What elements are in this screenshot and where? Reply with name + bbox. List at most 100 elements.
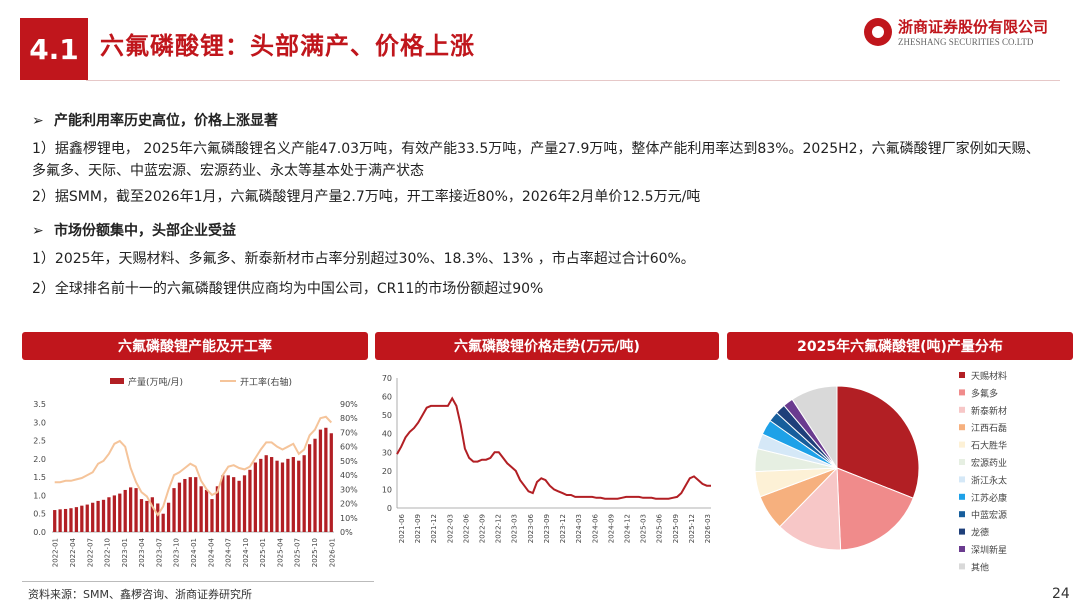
production-bar xyxy=(183,478,187,532)
production-share-pie-chart: 天赐材料多氟多新泰新材江西石磊石大胜华宏源药业浙江永太江苏必康中蓝宏源龙德深圳新… xyxy=(754,370,1007,573)
production-bar xyxy=(215,486,220,532)
production-bar xyxy=(166,502,171,532)
x-axis-tick-label: 2025-03 xyxy=(640,514,648,543)
left-axis-tick-label: 0.0 xyxy=(33,528,46,537)
page-number: 24 xyxy=(1052,586,1070,602)
legend-swatch xyxy=(959,424,965,431)
section-number: 4.1 xyxy=(29,32,79,66)
y-axis-tick-label: 70 xyxy=(382,374,392,383)
production-bar xyxy=(329,433,333,532)
paragraph-3: 1）2025年，天赐材料、多氟多、新泰新材市占率分别超过30%、18.3%、13… xyxy=(32,251,695,267)
left-axis-tick-label: 1.5 xyxy=(33,473,46,482)
x-axis-tick-label: 2025-10 xyxy=(311,538,319,567)
production-bar xyxy=(161,513,165,532)
production-bar xyxy=(112,495,116,532)
legend-label-rate: 开工率(右轴) xyxy=(240,376,292,388)
pie-slice xyxy=(836,385,920,499)
production-bar xyxy=(242,475,247,532)
production-bar xyxy=(91,502,95,532)
left-axis-tick-label: 3.5 xyxy=(33,400,46,409)
legend-label: 龙德 xyxy=(971,527,989,539)
production-bar xyxy=(221,475,225,532)
legend-swatch-production xyxy=(110,378,124,384)
legend-label: 多氟多 xyxy=(971,387,998,399)
x-axis-tick-label: 2025-12 xyxy=(688,514,696,543)
legend-swatch xyxy=(959,511,965,518)
x-axis-tick-label: 2021-06 xyxy=(398,513,406,543)
production-bar xyxy=(101,499,106,532)
left-axis-tick-label: 2.0 xyxy=(33,455,46,464)
x-axis-tick-label: 2022-06 xyxy=(462,513,470,543)
chart2-title-bar: 六氟磷酸锂价格走势(万元/吨) xyxy=(375,332,719,360)
chart3-title-bar: 2025年六氟磷酸锂(吨)产量分布 xyxy=(727,332,1073,360)
production-bar xyxy=(80,505,84,532)
y-axis-tick-label: 30 xyxy=(382,448,392,457)
footer-divider xyxy=(22,581,374,582)
production-bar xyxy=(237,480,241,532)
legend-label: 中蓝宏源 xyxy=(971,509,1007,521)
legend-label: 天赐材料 xyxy=(971,370,1007,382)
x-axis-tick-label: 2022-01 xyxy=(52,538,60,567)
x-axis-tick-label: 2024-01 xyxy=(190,538,198,567)
left-axis-tick-label: 0.5 xyxy=(33,510,46,519)
section-number-box: 4.1 xyxy=(20,18,88,80)
legend-swatch xyxy=(959,476,965,483)
x-axis-tick-label: 2024-07 xyxy=(225,538,233,567)
production-bar xyxy=(145,500,149,532)
legend-label: 江苏必康 xyxy=(971,492,1007,504)
production-bar xyxy=(210,499,214,532)
legend-label: 江西石磊 xyxy=(971,423,1007,434)
source-note: 资料来源：SMM、鑫椤咨询、浙商证券研究所 xyxy=(28,588,252,601)
y-axis-tick-label: 40 xyxy=(382,430,392,439)
logo-mark-icon xyxy=(864,18,892,46)
production-bar xyxy=(226,475,230,532)
legend-swatch xyxy=(959,528,965,535)
x-axis-tick-label: 2024-06 xyxy=(591,513,599,543)
production-bar xyxy=(156,503,160,532)
production-bar xyxy=(270,457,274,532)
x-axis-tick-label: 2026-01 xyxy=(328,538,336,567)
x-axis-tick-label: 2022-09 xyxy=(479,514,487,543)
x-axis-tick-label: 2023-12 xyxy=(559,514,567,543)
production-bar xyxy=(324,427,328,532)
legend-label: 浙江永太 xyxy=(971,474,1007,486)
y-axis-tick-label: 50 xyxy=(382,411,392,420)
production-bar xyxy=(264,455,268,532)
bullet-heading-1: ➢ 产能利用率历史高位，价格上涨显著 xyxy=(32,110,278,130)
right-axis-tick-label: 70% xyxy=(340,428,358,437)
right-axis-tick-label: 60% xyxy=(340,443,358,452)
production-bar xyxy=(85,504,89,532)
legend-swatch xyxy=(959,563,965,570)
legend-label: 新泰新材 xyxy=(971,405,1007,417)
legend-label-production: 产量(万吨/月) xyxy=(128,376,183,388)
bullet-heading-2: ➢ 市场份额集中，头部企业受益 xyxy=(32,220,236,240)
production-bar xyxy=(177,482,182,532)
bullet-arrow-icon: ➢ xyxy=(32,223,44,239)
legend-swatch xyxy=(959,441,965,448)
logo-chinese-name: 浙商证券股份有限公司 xyxy=(898,18,1049,36)
pie-slice xyxy=(779,466,842,551)
page-title: 六氟磷酸锂：头部满产、价格上涨 xyxy=(100,32,475,60)
legend-swatch xyxy=(959,389,965,396)
production-bar xyxy=(318,429,323,532)
production-bar xyxy=(172,488,176,532)
utilization-line xyxy=(54,415,333,517)
production-bar xyxy=(123,489,127,532)
production-bar xyxy=(313,438,317,532)
pie-slice xyxy=(836,467,914,551)
company-logo: 浙商证券股份有限公司 ZHESHANG SECURITIES CO.LTD xyxy=(864,16,1060,56)
chart2-title: 六氟磷酸锂价格走势(万元/吨) xyxy=(454,339,640,355)
production-bar xyxy=(139,499,144,532)
x-axis-tick-label: 2022-07 xyxy=(86,538,94,567)
production-bar xyxy=(129,487,133,532)
production-bar xyxy=(199,486,203,532)
x-axis-tick-label: 2023-01 xyxy=(121,538,129,567)
legend-label: 其他 xyxy=(971,561,989,573)
paragraph-1: 1）据鑫椤锂电， 2025年六氟磷酸锂名义产能47.03万吨，有效产能33.5万… xyxy=(32,141,1040,179)
production-bar xyxy=(118,493,122,532)
production-bar xyxy=(134,488,138,532)
x-axis-tick-label: 2023-10 xyxy=(173,538,181,567)
legend-swatch xyxy=(959,459,965,465)
chart1-title-bar: 六氟磷酸锂产能及开工率 xyxy=(22,332,368,360)
legend-swatch xyxy=(959,372,965,378)
